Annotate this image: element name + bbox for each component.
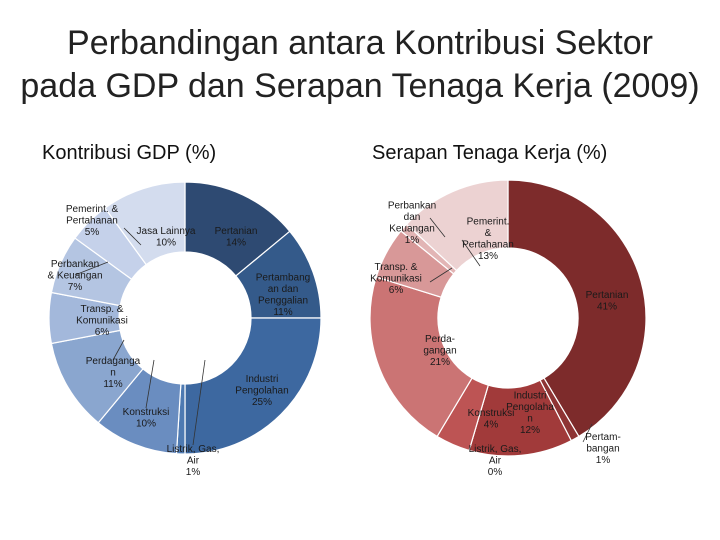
leader-line <box>74 261 109 276</box>
slice-label: Jasa Lainnya 10% <box>137 226 196 249</box>
gdp-chart-title: Kontribusi GDP (%) <box>42 142 217 164</box>
slice-label: Perbankan & Keuangan 7% <box>47 259 102 293</box>
slice-perdagangan <box>369 276 473 438</box>
leader-line <box>112 339 125 361</box>
slice-label: Industri Pengolaha n 12% <box>506 390 554 436</box>
slice-label: Pemerint. & Pertahanan 13% <box>462 216 514 262</box>
slice-jasa-lainnya <box>104 181 186 266</box>
slice-label: Listrik, Gas, Air 0% <box>469 444 522 478</box>
page-title: Perbandingan antara Kontribusi Sektor pa… <box>0 22 720 108</box>
leader-line <box>192 359 206 446</box>
employment-chart-title: Serapan Tenaga Kerja (%) <box>372 142 608 164</box>
leader-line <box>429 217 446 238</box>
slice-label: Konstruksi 10% <box>123 407 170 430</box>
slice-label: Perda-gangan 21% <box>423 334 456 368</box>
leader-line <box>429 267 453 283</box>
leader-line <box>582 423 593 443</box>
slice-label: Industri Pengolahan 25% <box>235 374 288 408</box>
slice-label: Konstruksi 4% <box>468 408 515 431</box>
slice-label: Transp. & Komunikasi 6% <box>370 262 422 296</box>
slice-label: Pertam-bangan 1% <box>585 432 621 466</box>
title-line-1: Perbandingan antara Kontribusi Sektor <box>67 24 653 62</box>
slice-label: Pertanian 14% <box>215 226 258 249</box>
slice-label: Pertambang an dan Penggalian 11% <box>256 272 310 318</box>
leader-line <box>145 359 155 409</box>
slice-label: Pertanian 41% <box>586 290 629 313</box>
leader-line <box>123 227 142 246</box>
slice-label: Listrik, Gas, Air 1% <box>167 444 220 478</box>
slice-label: Perdaganga n 11% <box>86 356 141 390</box>
slice-label: Perbankan dan Keuangan 1% <box>388 200 436 246</box>
slice-label: Pemerint. & Pertahanan 5% <box>66 204 119 238</box>
slice-pemerint-pertahanan <box>405 179 509 272</box>
leader-line <box>461 239 481 267</box>
slice-industri-pengolahan <box>184 317 322 455</box>
title-line-2: pada GDP dan Serapan Tenaga Kerja (2009) <box>20 67 700 105</box>
slice-label: Transp. & Komunikasi 6% <box>76 304 128 338</box>
slice-pertanian <box>507 179 647 438</box>
